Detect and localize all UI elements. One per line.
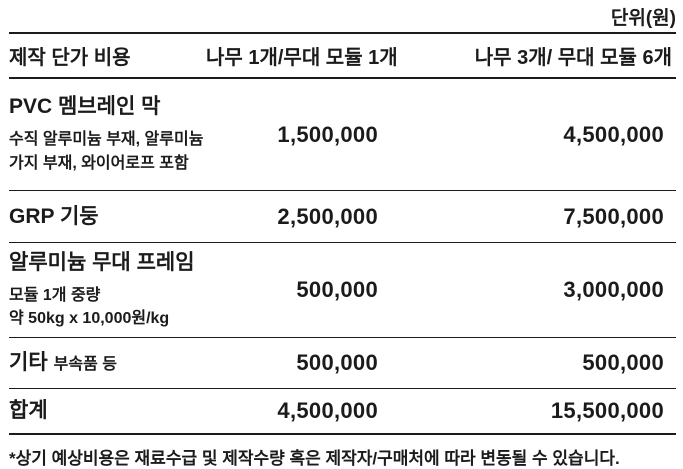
table-row-pvc-membrane: PVC 멤브레인 막 수직 알루미늄 부재, 알루미늄 가지 부재, 와이어로프… xyxy=(9,79,676,191)
value-qty6: 15,500,000 xyxy=(550,398,664,423)
table-header-row: 제작 단가 비용 나무 1개/무대 모듈 1개 나무 3개/ 무대 모듈 6개 xyxy=(9,34,676,79)
row-title-suffix: 부속품 등 xyxy=(53,356,117,374)
table-row-etc: 기타 부속품 등 500,000 500,000 xyxy=(9,338,676,389)
column-header-item: 제작 단가 비용 xyxy=(9,47,131,69)
value-qty1: 500,000 xyxy=(296,277,378,302)
row-note: 모듈 1개 중량 xyxy=(9,286,101,304)
row-note: 약 50kg x 10,000원/kg xyxy=(9,310,170,328)
row-title: GRP 기둥 xyxy=(9,204,99,228)
row-title: 합계 xyxy=(9,399,48,423)
row-note: 수직 알루미늄 부재, 알루미늄 xyxy=(9,131,204,149)
value-qty6: 7,500,000 xyxy=(563,203,664,229)
row-note: 가지 부재, 와이어로프 포함 xyxy=(9,154,189,172)
column-header-qty6: 나무 3개/ 무대 모듈 6개 xyxy=(474,47,672,69)
value-qty6: 4,500,000 xyxy=(563,121,664,147)
table-row-aluminum-stage-frame: 알루미늄 무대 프레임 모듈 1개 중량 약 50kg x 10,000원/kg… xyxy=(9,243,676,338)
row-label-cell: 기타 부속품 등 xyxy=(9,350,206,375)
value-qty1: 4,500,000 xyxy=(277,398,378,423)
row-label-cell: 합계 xyxy=(9,398,206,423)
table-row-grp-column: GRP 기둥 2,500,000 7,500,000 xyxy=(9,191,676,243)
row-title: PVC 멤브레인 막 xyxy=(9,95,161,119)
unit-row: 단위(원) xyxy=(9,0,676,34)
value-qty1: 500,000 xyxy=(296,350,378,375)
row-label-cell: GRP 기둥 xyxy=(9,204,206,229)
table-row-total: 합계 4,500,000 15,500,000 xyxy=(9,389,676,435)
value-qty1: 1,500,000 xyxy=(277,121,378,147)
column-header-qty1: 나무 1개/무대 모듈 1개 xyxy=(206,47,398,69)
unit-label: 단위(원) xyxy=(610,7,676,29)
footnote: *상기 예상비용은 재료수급 및 제작수량 혹은 제작자/구매처에 따라 변동될… xyxy=(9,449,620,468)
value-qty6: 3,000,000 xyxy=(563,277,664,302)
row-title: 알루미늄 무대 프레임 xyxy=(9,250,195,274)
value-qty1: 2,500,000 xyxy=(277,203,378,229)
value-qty6: 500,000 xyxy=(582,350,664,375)
row-label-cell: 알루미늄 무대 프레임 모듈 1개 중량 약 50kg x 10,000원/kg xyxy=(9,250,206,331)
row-label-cell: PVC 멤브레인 막 수직 알루미늄 부재, 알루미늄 가지 부재, 와이어로프… xyxy=(9,94,206,175)
row-title: 기타 xyxy=(9,351,48,375)
